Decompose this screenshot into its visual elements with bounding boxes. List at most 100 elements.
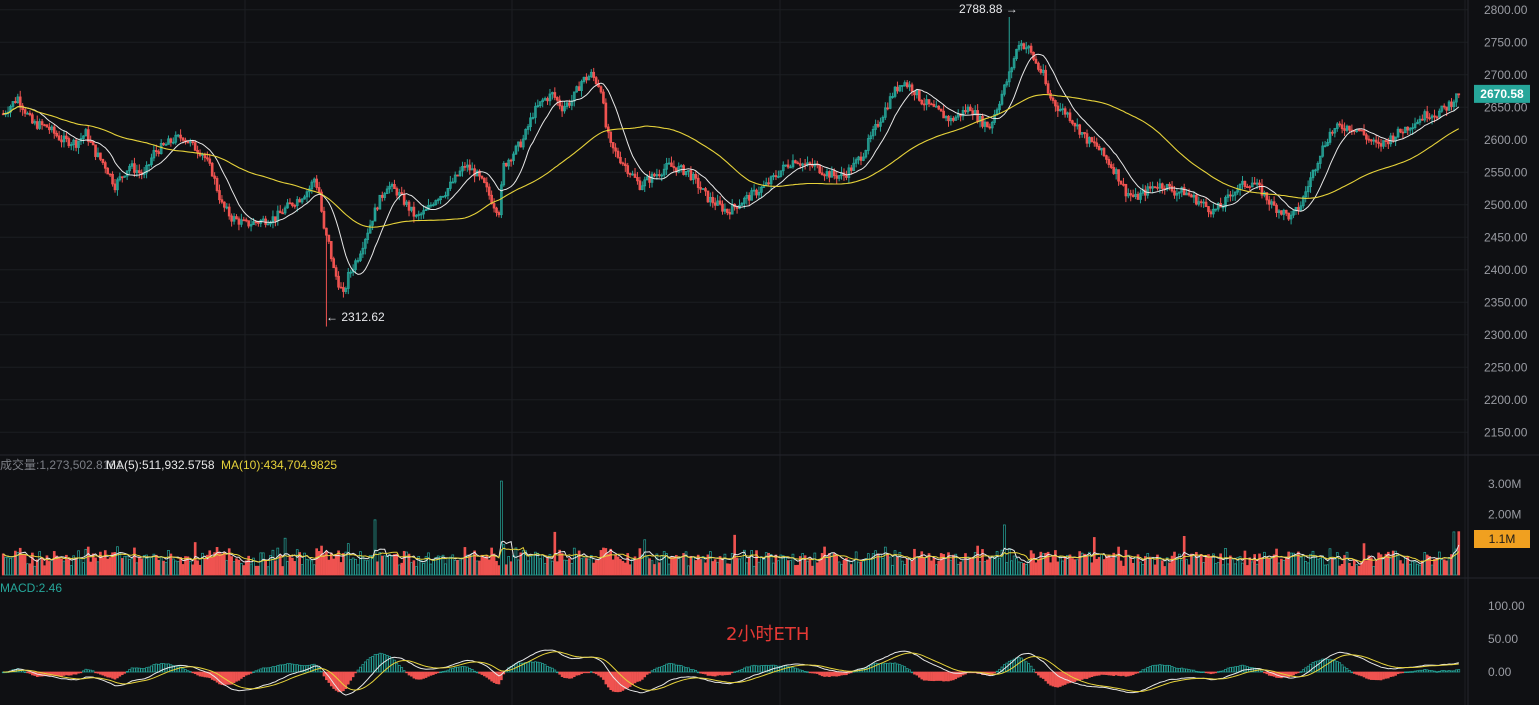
macd-histogram-bar bbox=[1360, 671, 1363, 677]
macd-histogram-bar bbox=[774, 665, 778, 673]
candle bbox=[356, 257, 360, 264]
macd-histogram-bar bbox=[706, 671, 710, 676]
macd-histogram-bar bbox=[1309, 663, 1312, 673]
candle-body bbox=[1129, 193, 1133, 196]
candle-body bbox=[657, 174, 661, 176]
candle bbox=[1134, 187, 1137, 200]
candle bbox=[393, 179, 396, 190]
volume-bar bbox=[1032, 553, 1035, 576]
volume-bar bbox=[1054, 550, 1057, 576]
macd-histogram-bar bbox=[524, 662, 527, 673]
candle-body bbox=[363, 239, 367, 249]
macd-histogram-bar bbox=[429, 671, 433, 676]
macd-histogram-bar bbox=[738, 669, 741, 673]
candle bbox=[1260, 178, 1264, 199]
candle bbox=[949, 115, 953, 126]
volume-bar bbox=[626, 553, 630, 576]
volume-bar bbox=[1340, 563, 1344, 576]
macd-histogram-bar bbox=[196, 671, 199, 676]
macd-histogram-bar bbox=[497, 671, 501, 685]
candle bbox=[373, 203, 377, 222]
candle-body bbox=[1425, 111, 1429, 119]
candle bbox=[1270, 199, 1273, 209]
candle bbox=[1161, 182, 1164, 194]
macd-histogram-bar bbox=[325, 671, 328, 681]
candle-body bbox=[154, 150, 158, 153]
volume-bar bbox=[1185, 559, 1188, 576]
volume-bar bbox=[1204, 556, 1208, 576]
candle-body bbox=[896, 86, 899, 92]
candle-body bbox=[592, 71, 596, 79]
price-tick-label: 2250.00 bbox=[1484, 360, 1528, 374]
candle-body bbox=[952, 117, 955, 121]
macd-histogram-bar bbox=[1294, 671, 1298, 674]
candle bbox=[89, 135, 93, 144]
macd-histogram-bar bbox=[303, 665, 306, 673]
candles-layer[interactable] bbox=[1, 16, 1461, 327]
macd-histogram-bar bbox=[1051, 671, 1055, 687]
volume-bar bbox=[1335, 552, 1339, 576]
candle bbox=[866, 134, 870, 155]
macd-histogram-bar bbox=[692, 669, 695, 673]
macd-histogram-bar bbox=[1350, 671, 1354, 674]
volume-bar bbox=[52, 551, 56, 576]
candle bbox=[689, 166, 693, 181]
macd-layer[interactable] bbox=[1, 649, 1461, 696]
volume-bar bbox=[594, 560, 598, 576]
volume-bar bbox=[1102, 559, 1106, 576]
candle bbox=[325, 227, 328, 327]
volume-bar bbox=[346, 543, 350, 576]
candle bbox=[1374, 134, 1378, 148]
candle bbox=[750, 187, 753, 201]
candle bbox=[281, 208, 284, 215]
macd-histogram-bar bbox=[1195, 670, 1198, 673]
volume-bar bbox=[1158, 557, 1162, 576]
macd-histogram-bar bbox=[1280, 671, 1283, 679]
candle bbox=[113, 179, 117, 193]
candle-body bbox=[1440, 105, 1444, 112]
candle bbox=[1007, 16, 1011, 88]
volume-bar bbox=[832, 553, 836, 576]
volume-bar bbox=[1173, 551, 1176, 576]
macd-histogram-bar bbox=[750, 665, 753, 673]
candle bbox=[69, 141, 73, 151]
candle bbox=[60, 134, 63, 148]
candle-body bbox=[918, 89, 921, 101]
candle-body bbox=[947, 115, 950, 122]
volume-bar bbox=[1408, 563, 1412, 576]
candle-body bbox=[927, 99, 931, 105]
volume-bar bbox=[1248, 557, 1252, 576]
volume-bar bbox=[871, 553, 875, 576]
volume-bar bbox=[274, 560, 277, 576]
volume-bar bbox=[755, 550, 758, 576]
volume-bar bbox=[261, 552, 265, 576]
candle bbox=[529, 112, 532, 132]
macd-histogram-bar bbox=[905, 668, 909, 673]
volume-layer[interactable] bbox=[1, 480, 1461, 576]
candle bbox=[101, 158, 105, 165]
candle-body bbox=[1173, 190, 1176, 196]
macd-histogram-bar bbox=[1075, 671, 1079, 681]
volume-bar bbox=[1396, 555, 1400, 576]
candle-body bbox=[82, 135, 85, 139]
volume-bar bbox=[169, 553, 173, 576]
candle bbox=[436, 197, 440, 204]
candle-body bbox=[373, 207, 377, 222]
candle bbox=[1229, 190, 1232, 202]
volume-bar bbox=[514, 547, 518, 576]
candle-body bbox=[1272, 201, 1276, 206]
candle bbox=[206, 151, 209, 162]
candle-body bbox=[72, 139, 76, 145]
volume-bar bbox=[623, 562, 627, 576]
macd-histogram-bar bbox=[745, 666, 749, 673]
macd-histogram-bar bbox=[342, 671, 345, 692]
candle bbox=[1246, 183, 1249, 189]
candle-body bbox=[755, 189, 758, 196]
macd-histogram-bar bbox=[820, 671, 824, 677]
candle bbox=[1372, 137, 1376, 145]
candle-body bbox=[879, 121, 882, 127]
macd-histogram-bar bbox=[120, 671, 124, 675]
macd-histogram-bar bbox=[432, 671, 435, 675]
volume-bar bbox=[89, 561, 93, 576]
